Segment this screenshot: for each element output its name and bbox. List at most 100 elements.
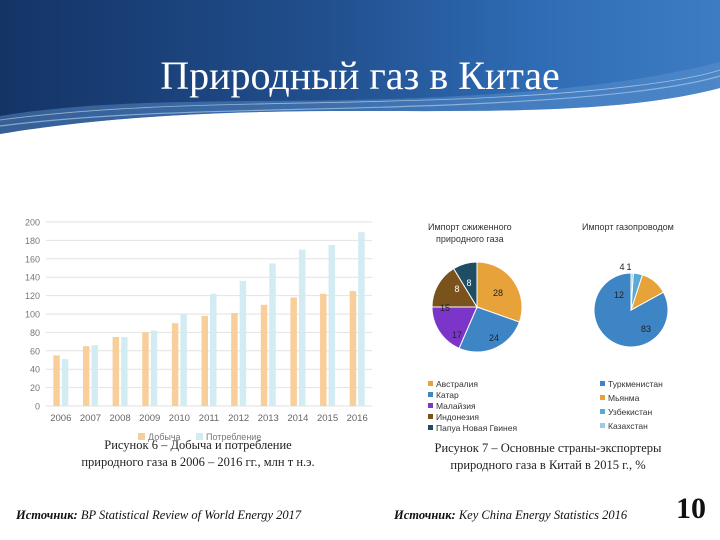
bar-consumption bbox=[210, 293, 217, 406]
x-tick-label: 2014 bbox=[287, 413, 308, 424]
legend-label: Папуа Новая Гвинея bbox=[436, 423, 517, 433]
y-tick-label: 20 bbox=[30, 383, 40, 393]
bar-consumption bbox=[61, 359, 69, 406]
legend-swatch bbox=[196, 433, 203, 440]
figure-6-source-text: BP Statistical Review of World Energy 20… bbox=[77, 508, 302, 522]
pie-value-label: 28 bbox=[493, 288, 503, 298]
page-title: Природный газ в Китае bbox=[160, 53, 560, 98]
legend-swatch bbox=[428, 381, 433, 386]
pie-title: Импорт сжиженного bbox=[428, 222, 512, 232]
bar-production bbox=[349, 291, 357, 406]
bar-production bbox=[82, 346, 90, 406]
bar-consumption bbox=[239, 280, 247, 406]
legend-label: Потребление bbox=[206, 432, 261, 442]
y-tick-label: 180 bbox=[25, 236, 40, 246]
x-tick-label: 2010 bbox=[169, 413, 190, 424]
figure-7-caption-line2: природного газа в Китай в 2015 г., % bbox=[450, 458, 646, 472]
pie-slice bbox=[476, 261, 523, 323]
bar-consumption bbox=[358, 232, 365, 406]
pie-value-label: 12 bbox=[614, 290, 624, 300]
bar-production bbox=[231, 313, 238, 406]
pie-title: природного газа bbox=[436, 234, 504, 244]
y-tick-label: 80 bbox=[30, 328, 40, 338]
bar-production bbox=[142, 332, 149, 406]
production-consumption-bar-chart: 0 20 40 60 80 100 120 140 160 180 200 2006 2007 2008 2… bbox=[25, 218, 372, 442]
figure-7-source-label: Источник: bbox=[394, 508, 456, 522]
y-tick-label: 200 bbox=[25, 218, 40, 228]
slide-number: 10 bbox=[676, 492, 706, 525]
y-tick-label: 100 bbox=[25, 310, 40, 320]
pie-title: Импорт газопроводом bbox=[582, 222, 674, 232]
x-tick-label: 2012 bbox=[228, 413, 249, 424]
x-tick-label: 2013 bbox=[258, 413, 279, 424]
bar-production bbox=[112, 337, 120, 406]
bar-production bbox=[53, 355, 60, 406]
figure-7-caption: Рисунок 7 – Основные страны-экспортеры п… bbox=[390, 440, 706, 474]
bar-consumption bbox=[150, 330, 158, 406]
pie-value-label: 8 bbox=[466, 278, 471, 288]
legend-swatch bbox=[600, 409, 605, 414]
pie-value-label: 17 bbox=[452, 330, 462, 340]
pie-value-label: 24 bbox=[489, 333, 499, 343]
pie-slice bbox=[630, 272, 634, 311]
bar-consumption bbox=[91, 345, 98, 406]
bar-consumption bbox=[269, 263, 276, 406]
legend-label: Малайзия bbox=[436, 401, 476, 411]
y-tick-label: 40 bbox=[30, 365, 40, 375]
legend-swatch bbox=[428, 403, 433, 408]
bar-consumption bbox=[180, 314, 187, 406]
pie-slice bbox=[593, 272, 669, 348]
legend-swatch bbox=[600, 423, 605, 428]
bar-consumption bbox=[121, 337, 128, 406]
legend-label: Катар bbox=[436, 390, 459, 400]
legend-label: Индонезия bbox=[436, 412, 479, 422]
legend-label: Добыча bbox=[148, 432, 181, 442]
legend-swatch bbox=[600, 381, 605, 386]
bar-production bbox=[290, 297, 297, 406]
y-tick-label: 120 bbox=[25, 291, 40, 301]
pie-slice bbox=[458, 306, 521, 353]
bar-production bbox=[320, 293, 327, 406]
bar-production bbox=[171, 323, 179, 406]
legend-label: Узбекистан bbox=[608, 407, 652, 417]
legend-swatch bbox=[138, 433, 145, 440]
legend-label: Казахстан bbox=[608, 421, 648, 431]
pie-slice bbox=[452, 261, 478, 309]
x-tick-label: 2006 bbox=[50, 413, 71, 424]
x-tick-label: 2015 bbox=[317, 413, 338, 424]
pie-value-label: 1 bbox=[626, 262, 631, 272]
bar-consumption bbox=[298, 249, 306, 406]
pie-slice bbox=[431, 267, 478, 308]
pie-value-label: 15 bbox=[440, 303, 450, 313]
x-tick-label: 2016 bbox=[347, 413, 368, 424]
figure-7-source-text: Key China Energy Statistics 2016 bbox=[455, 508, 628, 522]
legend-label: Туркменистан bbox=[608, 379, 663, 389]
figure-6-source-label: Источник: bbox=[16, 508, 78, 522]
x-tick-label: 2009 bbox=[139, 413, 160, 424]
pie-slice bbox=[431, 306, 478, 349]
pie-value-label: 4 bbox=[619, 262, 624, 272]
bar-production bbox=[201, 315, 208, 406]
x-tick-label: 2008 bbox=[110, 413, 131, 424]
legend-swatch bbox=[428, 392, 433, 397]
y-tick-label: 140 bbox=[25, 273, 40, 283]
slide-header bbox=[0, 0, 720, 134]
legend-swatch bbox=[600, 395, 605, 400]
gas-import-pie-charts: Импорт сжиженного природного газа 28 24 17 15… bbox=[428, 222, 674, 433]
pie-value-label: 8 bbox=[454, 284, 459, 294]
legend-label: Мьянма bbox=[608, 393, 640, 403]
figure-6-source: Источник: BP Statistical Review of World… bbox=[16, 508, 301, 523]
y-tick-label: 60 bbox=[30, 346, 40, 356]
legend-swatch bbox=[428, 414, 433, 419]
figure-6-caption: Рисунок 6 – Добыча и потребление природн… bbox=[38, 437, 358, 471]
y-tick-label: 160 bbox=[25, 254, 40, 264]
figure-7-source: Источник: Key China Energy Statistics 20… bbox=[394, 508, 627, 523]
bar-production bbox=[260, 304, 268, 406]
figure-6-caption-line1: Рисунок 6 – Добыча и потребление bbox=[104, 438, 292, 452]
figure-6-caption-line2: природного газа в 2006 – 2016 гг., млн т… bbox=[81, 455, 315, 469]
bar-consumption bbox=[328, 245, 336, 406]
y-tick-label: 0 bbox=[35, 402, 40, 412]
legend-label: Австралия bbox=[436, 379, 478, 389]
pie-value-label: 83 bbox=[641, 324, 651, 334]
figure-7-caption-line1: Рисунок 7 – Основные страны-экспортеры bbox=[434, 441, 662, 455]
